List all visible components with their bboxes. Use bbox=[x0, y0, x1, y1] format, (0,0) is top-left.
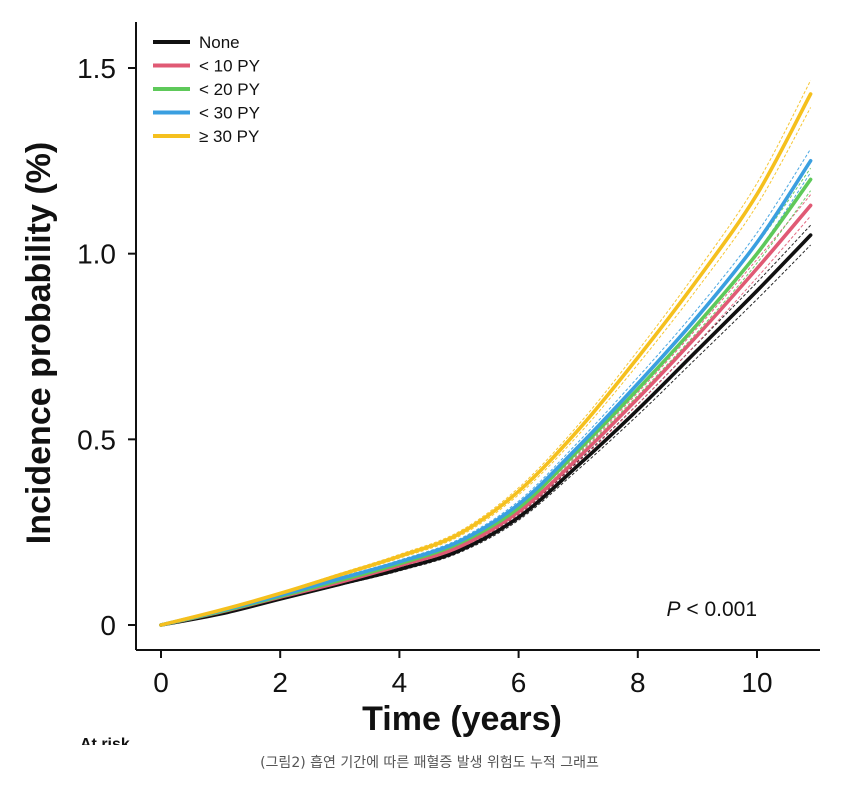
series-line-30-py bbox=[159, 159, 813, 627]
ci-band-lower-30-py bbox=[160, 107, 812, 626]
y-axis-label: Incidence probability (%) bbox=[20, 142, 58, 544]
ci-band-upper-30-py bbox=[160, 80, 812, 626]
legend-label: < 30 PY bbox=[199, 104, 260, 123]
x-tick-label: 2 bbox=[272, 667, 288, 698]
ci-band-lower-10-py bbox=[160, 215, 811, 626]
x-tick-label: 4 bbox=[392, 667, 408, 698]
y-tick-label: 0.5 bbox=[77, 424, 116, 455]
x-ticks: 0 2 4 6 8 10 bbox=[153, 650, 773, 698]
legend-label: ≥ 30 PY bbox=[199, 127, 259, 146]
series-line-30-py bbox=[159, 92, 813, 627]
series-line-10-py bbox=[159, 203, 813, 627]
ci-band-lower-none bbox=[160, 244, 811, 626]
y-ticks: 0 0.5 1.0 1.5 bbox=[77, 53, 136, 641]
at-risk-label-cropped: At risk bbox=[80, 733, 150, 745]
x-tick-label: 6 bbox=[511, 667, 527, 698]
y-tick-label: 0 bbox=[100, 610, 116, 641]
p-value-annotation: P < 0.001 bbox=[667, 598, 758, 621]
legend: None < 10 PY < 20 PY < 30 PY ≥ 30 PY bbox=[153, 33, 260, 146]
legend-label: < 10 PY bbox=[199, 57, 260, 76]
y-tick-label: 1.0 bbox=[77, 239, 116, 270]
ci-band-lower-30-py bbox=[160, 172, 812, 626]
ci-band-upper-30-py bbox=[160, 148, 812, 626]
ci-band-upper-none bbox=[160, 224, 811, 626]
ci-band-upper-20-py bbox=[160, 167, 812, 626]
series-lines bbox=[159, 92, 813, 627]
legend-label: < 20 PY bbox=[199, 80, 260, 99]
series-line-20-py bbox=[159, 177, 813, 627]
at-risk-label-text: At risk bbox=[80, 736, 130, 745]
figure-caption: (그림2) 흡연 기간에 따른 패혈증 발생 위험도 누적 그래프 bbox=[260, 755, 599, 771]
p-value-text: < 0.001 bbox=[681, 598, 757, 621]
x-tick-label: 8 bbox=[630, 667, 646, 698]
confidence-bands bbox=[160, 80, 812, 626]
x-tick-label: 10 bbox=[741, 667, 772, 698]
p-symbol: P bbox=[667, 598, 681, 621]
x-tick-label: 0 bbox=[153, 667, 169, 698]
axes bbox=[135, 22, 820, 651]
y-tick-label: 1.5 bbox=[77, 53, 116, 84]
series-line-none bbox=[159, 233, 813, 627]
legend-label: None bbox=[199, 33, 240, 52]
x-axis-label: Time (years) bbox=[362, 700, 562, 738]
